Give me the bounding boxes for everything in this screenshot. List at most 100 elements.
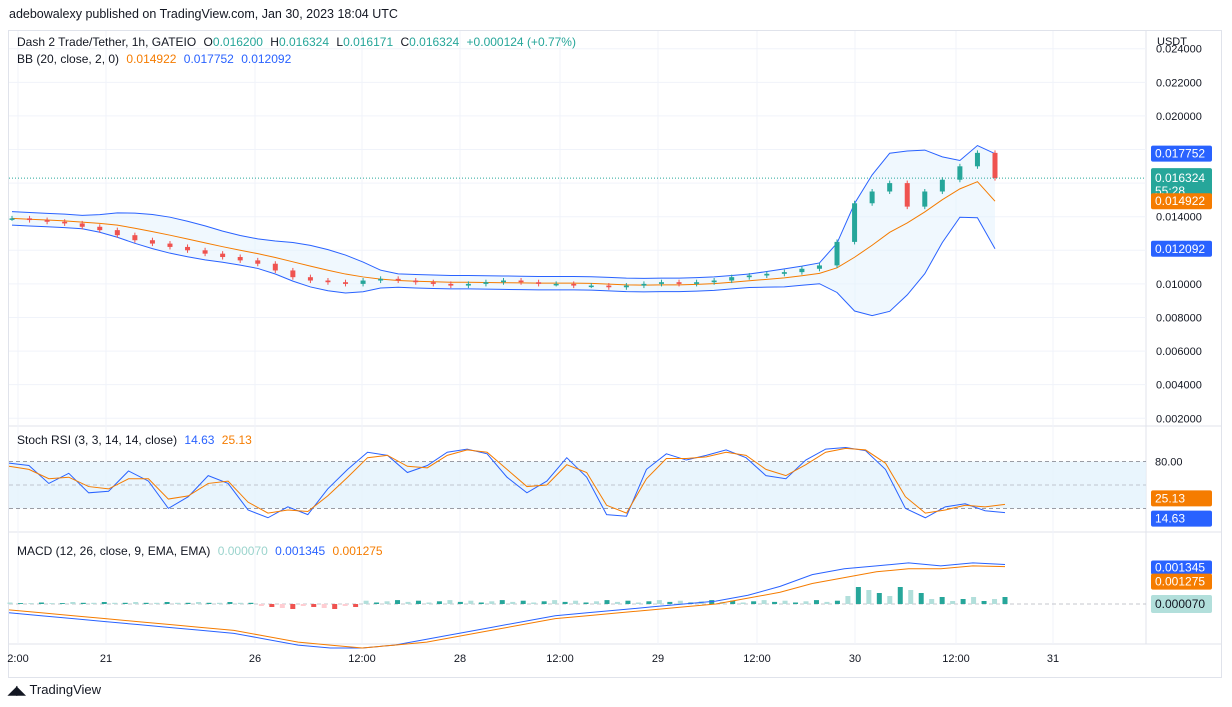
macd-hist-value: 0.000070 <box>217 544 268 558</box>
macd-histogram-bar <box>929 599 935 604</box>
macd-histogram-bar <box>541 601 547 604</box>
macd-histogram-bar <box>447 600 453 604</box>
macd-histogram-bar <box>154 602 160 604</box>
macd-histogram-bar <box>269 604 275 607</box>
macd-legend: MACD (12, 26, close, 9, EMA, EMA) 0.0000… <box>17 544 387 558</box>
x-tick-label: 30 <box>849 653 861 665</box>
macd-histogram-bar <box>17 603 23 604</box>
x-tick-label: 21 <box>100 653 112 665</box>
candle-body <box>27 218 33 221</box>
macd-histogram-bar <box>646 601 652 604</box>
candle-body <box>132 235 138 241</box>
bb-upper-price-label: 0.017752 <box>1155 147 1205 161</box>
stoch-label: Stoch RSI (3, 3, 14, 14, close) <box>17 433 178 447</box>
bb-upper-value: 0.017752 <box>183 52 234 66</box>
macd-histogram-bar <box>887 596 893 604</box>
macd-histogram-bar <box>751 601 757 604</box>
macd-histogram-bar <box>206 602 212 604</box>
bb-basis-price-label-bg <box>1151 193 1212 210</box>
candle-body <box>430 282 436 284</box>
bb-lower-value: 0.012092 <box>241 52 292 66</box>
macd-histogram-bar <box>677 600 683 604</box>
stoch-d-line <box>8 447 1006 514</box>
candle-body <box>290 270 296 278</box>
bb-upper-line <box>11 144 996 279</box>
bb-fill <box>12 145 995 316</box>
macd-histogram-bar <box>49 603 55 604</box>
macd-histogram-bar <box>363 600 369 604</box>
macd-histogram-bar <box>1002 597 1008 604</box>
c-label: C <box>400 35 410 49</box>
x-tick-label: 12:00 <box>743 653 771 665</box>
ohlc-low: L0.016171 <box>336 35 393 49</box>
macd-histogram-bar <box>143 602 149 604</box>
bb-basis-price-label: 0.014922 <box>1155 194 1205 208</box>
macd-histogram-bar <box>248 602 254 604</box>
candle-body <box>501 280 506 283</box>
macd-histogram-bar <box>279 604 285 608</box>
macd-histogram-bar <box>656 600 662 604</box>
candle-body <box>185 246 191 251</box>
macd-histogram-bar <box>80 602 86 604</box>
macd-histogram-bar <box>122 602 128 604</box>
candle-body <box>343 282 349 284</box>
macd-macd-line <box>8 562 1006 649</box>
stoch-d-price-label: 25.13 <box>1155 491 1185 505</box>
x-tick-label: 2:00 <box>7 653 28 665</box>
x-tick-label: 12:00 <box>348 653 376 665</box>
y-tick-label: 0.004000 <box>1156 380 1202 392</box>
macd-histogram-bar <box>112 602 118 604</box>
y-tick-label: 0.010000 <box>1156 279 1202 291</box>
candle-body <box>922 191 928 207</box>
candle-body <box>852 203 858 242</box>
macd-histogram-bar <box>300 604 306 606</box>
macd-histogram-bar <box>91 602 97 604</box>
candle-body <box>799 268 805 273</box>
macd-histogram-bar <box>133 602 139 604</box>
macd-histogram-bar <box>866 590 872 604</box>
macd-histogram-bar <box>290 604 296 609</box>
candle-body <box>887 183 893 192</box>
candle-body <box>378 278 384 281</box>
macd-histogram-bar <box>845 596 851 604</box>
h-value: 0.016324 <box>278 35 330 49</box>
macd-histogram-bar <box>918 593 924 604</box>
candle-body <box>571 283 577 286</box>
macd-histogram-bar <box>614 601 620 604</box>
l-label: L <box>336 35 344 49</box>
macd-histogram-bar <box>405 601 411 604</box>
candle-body <box>974 152 980 167</box>
candle-body <box>746 275 752 278</box>
stoch-k-price-label-bg <box>1151 510 1212 527</box>
macd-histogram-bar <box>59 603 65 604</box>
macd-price-label-bg <box>1151 560 1212 575</box>
o-value: 0.016200 <box>212 35 263 49</box>
macd-histogram-bar <box>971 597 977 604</box>
bb-legend: BB (20, close, 2, 0) 0.014922 0.017752 0… <box>17 52 295 66</box>
macd-histogram-bar <box>415 600 421 604</box>
candle-body <box>413 280 419 283</box>
y-tick-label: 0.014000 <box>1156 212 1202 224</box>
x-tick-label: 28 <box>454 653 466 665</box>
macd-histogram-bar <box>332 604 338 609</box>
candle-body <box>764 273 770 276</box>
stoch-k-line <box>8 447 1006 519</box>
macd-histogram-bar <box>939 597 945 604</box>
candle-body <box>536 282 542 284</box>
candle-body <box>641 283 647 286</box>
x-tick-label: 26 <box>249 653 261 665</box>
macd-histogram-bar <box>395 600 401 604</box>
y-tick-label: 0.008000 <box>1156 312 1202 324</box>
macd-histogram-bar <box>175 602 181 604</box>
macd-signal-value: 0.001275 <box>332 544 383 558</box>
macd-histogram-bar <box>457 601 463 604</box>
last-price-label-bg <box>1151 168 1212 199</box>
macd-histogram-bar <box>740 602 746 604</box>
macd-histogram-bar <box>321 604 327 608</box>
candle-body <box>869 191 875 204</box>
y-tick-label: 0.022000 <box>1156 77 1202 89</box>
candle-body <box>483 282 489 284</box>
macd-histogram-bar <box>552 600 558 604</box>
footer: ◢◣ TradingView <box>8 682 101 697</box>
